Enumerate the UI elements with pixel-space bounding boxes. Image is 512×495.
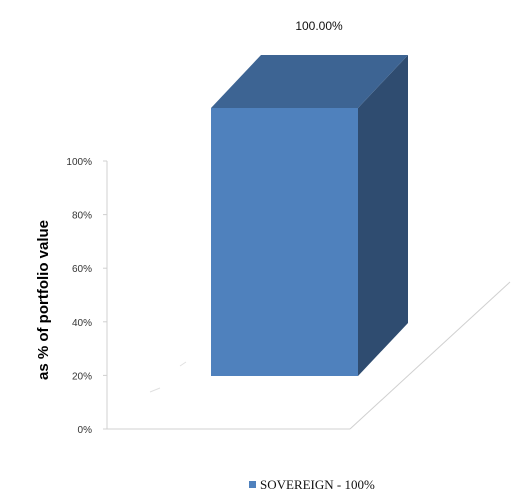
bar-sovereign xyxy=(211,108,358,376)
bar-side-face xyxy=(358,55,408,376)
legend: SOVEREIGN - 100% xyxy=(249,477,375,492)
y-axis-label: as % of portfolio value xyxy=(35,220,52,380)
floor-right-edge xyxy=(349,281,511,430)
y-tick-label: 100% xyxy=(66,157,92,168)
floor-back-edge-2 xyxy=(179,361,187,367)
legend-swatch xyxy=(249,481,256,488)
y-axis-ticks: 0% 20% 40% 60% 80% 100% xyxy=(66,157,107,436)
legend-label: SOVEREIGN - 100% xyxy=(260,477,375,492)
y-tick-label: 20% xyxy=(72,371,92,382)
y-tick-label: 0% xyxy=(78,425,93,436)
bar-top-face xyxy=(211,55,408,108)
bars xyxy=(211,55,408,376)
y-tick-label: 60% xyxy=(72,264,92,275)
y-tick-label: 80% xyxy=(72,211,92,222)
floor-back-edge xyxy=(149,387,161,393)
data-label: 100.00% xyxy=(295,19,343,33)
y-tick-label: 40% xyxy=(72,318,92,329)
